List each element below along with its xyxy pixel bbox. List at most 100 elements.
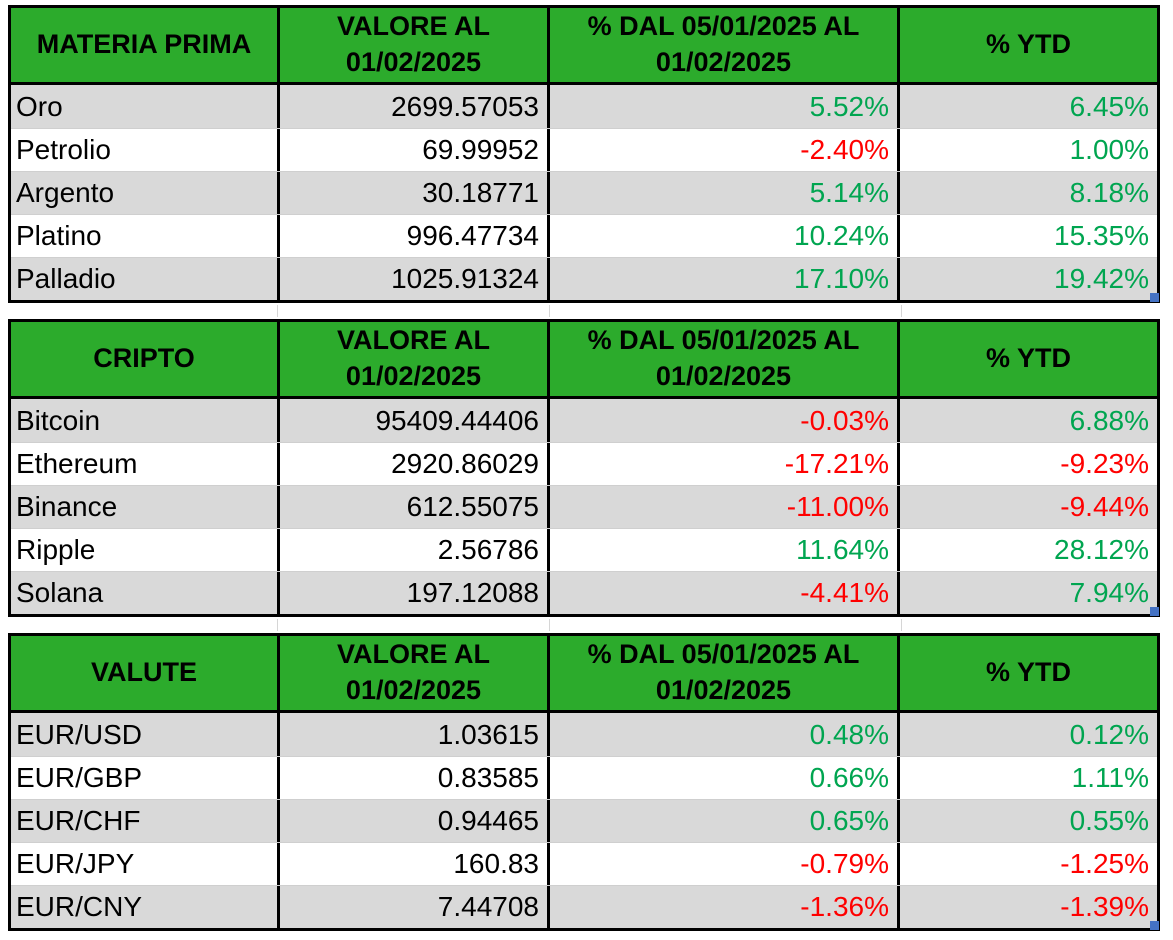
value-cell[interactable]: 95409.44406 xyxy=(277,399,547,442)
pct-ytd-cell[interactable]: 1.00% xyxy=(897,129,1157,171)
table-row: Binance 612.55075 -11.00% -9.44% xyxy=(11,485,1157,528)
table-row: Ripple 2.56786 11.64% 28.12% xyxy=(11,528,1157,571)
pct-period-cell[interactable]: 0.48% xyxy=(547,713,897,756)
header-divider xyxy=(11,710,1157,713)
asset-name-cell[interactable]: Bitcoin xyxy=(16,404,101,436)
table-resize-handle[interactable] xyxy=(1150,921,1159,930)
pct-period-cell[interactable]: 5.52% xyxy=(547,85,897,128)
asset-name-cell[interactable]: Petrolio xyxy=(16,134,111,165)
table-row: EUR/USD 1.03615 0.48% 0.12% xyxy=(11,713,1157,756)
value-cell[interactable]: 1.03615 xyxy=(277,713,547,756)
asset-name-cell[interactable]: EUR/CHF xyxy=(16,805,141,836)
header-pct-ytd-cell[interactable]: % YTD xyxy=(897,636,1157,710)
table-body: Oro 2699.57053 5.52% 6.45% Petrolio 69.99952-… xyxy=(11,85,1157,300)
table-resize-handle[interactable] xyxy=(1150,293,1159,302)
header-pct-ytd-cell[interactable]: % YTD xyxy=(897,8,1157,82)
header-pct-ytd-cell[interactable]: % YTD xyxy=(897,322,1157,396)
value-cell[interactable]: 996.47734 xyxy=(277,215,547,257)
pct-ytd-cell[interactable]: 1.11% xyxy=(897,757,1157,799)
table-row: Solana 197.12088 -4.41% 7.94% xyxy=(11,571,1157,614)
pct-ytd-cell[interactable]: -1.25% xyxy=(897,843,1157,885)
asset-name-cell[interactable]: Argento xyxy=(16,177,115,208)
table-row: Oro 2699.57053 5.52% 6.45% xyxy=(11,85,1157,128)
asset-name-cell[interactable]: Ethereum xyxy=(16,448,138,479)
pct-period-cell[interactable]: 17.10% xyxy=(547,258,897,300)
asset-name-cell[interactable]: Palladio xyxy=(16,263,116,294)
value-cell[interactable]: 612.55075 xyxy=(277,486,547,528)
table-body: Bitcoin 95409.44406 -0.03% 6.88% Ethereum 292… xyxy=(11,399,1157,614)
asset-name-cell[interactable]: Platino xyxy=(16,220,102,251)
header-category-cell[interactable]: VALUTE xyxy=(11,636,277,710)
pct-period-cell[interactable]: -11.00% xyxy=(547,486,897,528)
header-pct-period-cell[interactable]: % DAL 05/01/2025 AL 01/02/2025 xyxy=(547,8,897,82)
asset-name-cell[interactable]: EUR/CNY xyxy=(16,891,143,922)
asset-name-cell[interactable]: EUR/GBP xyxy=(16,762,143,793)
header-pct-period-cell[interactable]: % DAL 05/01/2025 AL 01/02/2025 xyxy=(547,636,897,710)
gridline xyxy=(549,619,550,631)
pct-ytd-cell[interactable]: 0.12% xyxy=(897,713,1157,756)
pct-ytd-cell[interactable]: 6.88% xyxy=(897,399,1157,442)
pct-period-cell[interactable]: 11.64% xyxy=(547,529,897,571)
pct-ytd-cell[interactable]: 7.94% xyxy=(897,572,1157,614)
pct-period-cell[interactable]: 10.24% xyxy=(547,215,897,257)
value-cell[interactable]: 160.83 xyxy=(277,843,547,885)
value-cell[interactable]: 197.12088 xyxy=(277,572,547,614)
gridline xyxy=(549,305,550,317)
table-row: Ethereum 2920.86029 -17.21% -9.23% xyxy=(11,442,1157,485)
pct-period-cell[interactable]: -4.41% xyxy=(547,572,897,614)
pct-period-cell[interactable]: -0.79% xyxy=(547,843,897,885)
table-header-row: VALUTE VALORE AL 01/02/2025 % DAL 05/01/… xyxy=(11,636,1157,710)
pct-ytd-cell[interactable]: -9.44% xyxy=(897,486,1157,528)
pct-ytd-cell[interactable]: 6.45% xyxy=(897,85,1157,128)
header-pct-period-cell[interactable]: % DAL 05/01/2025 AL 01/02/2025 xyxy=(547,322,897,396)
value-cell[interactable]: 7.44708 xyxy=(277,886,547,928)
sheet-gridline-gap xyxy=(8,617,1160,633)
value-cell[interactable]: 0.83585 xyxy=(277,757,547,799)
asset-name-cell[interactable]: EUR/USD xyxy=(16,718,143,750)
pct-ytd-cell[interactable]: -1.39% xyxy=(897,886,1157,928)
pct-ytd-cell[interactable]: 8.18% xyxy=(897,172,1157,214)
asset-name-cell[interactable]: Binance xyxy=(16,491,118,522)
table-resize-handle[interactable] xyxy=(1150,607,1159,616)
header-value-cell[interactable]: VALORE AL 01/02/2025 xyxy=(277,636,547,710)
table-row: Palladio 1025.91324 17.10% 19.42% xyxy=(11,257,1157,300)
pct-period-cell[interactable]: 0.66% xyxy=(547,757,897,799)
pct-ytd-cell[interactable]: -9.23% xyxy=(897,443,1157,485)
pct-ytd-cell[interactable]: 15.35% xyxy=(897,215,1157,257)
pct-ytd-cell[interactable]: 0.55% xyxy=(897,800,1157,842)
pct-period-cell[interactable]: -1.36% xyxy=(547,886,897,928)
value-cell[interactable]: 0.94465 xyxy=(277,800,547,842)
header-divider xyxy=(11,82,1157,85)
value-cell[interactable]: 30.18771 xyxy=(277,172,547,214)
table-row: EUR/JPY 160.83 -0.79% -1.25% xyxy=(11,842,1157,885)
asset-name-cell[interactable]: EUR/JPY xyxy=(16,848,135,879)
table-cripto: CRIPTO VALORE AL 01/02/2025 % DAL 05/01/… xyxy=(8,319,1160,617)
table-row: EUR/GBP 0.83585 0.66% 1.11% xyxy=(11,756,1157,799)
pct-period-cell[interactable]: 5.14% xyxy=(547,172,897,214)
header-value-cell[interactable]: VALORE AL 01/02/2025 xyxy=(277,322,547,396)
value-cell[interactable]: 2.56786 xyxy=(277,529,547,571)
header-category-cell[interactable]: CRIPTO xyxy=(11,322,277,396)
header-value-cell[interactable]: VALORE AL 01/02/2025 xyxy=(277,8,547,82)
asset-name-cell[interactable]: Ripple xyxy=(16,534,96,565)
table-body: EUR/USD 1.03615 0.48% 0.12% EUR/GBP 0.83585 0.… xyxy=(11,713,1157,928)
value-cell[interactable]: 2920.86029 xyxy=(277,443,547,485)
pct-period-cell[interactable]: -2.40% xyxy=(547,129,897,171)
value-cell[interactable]: 2699.57053 xyxy=(277,85,547,128)
pct-ytd-cell[interactable]: 28.12% xyxy=(897,529,1157,571)
value-cell[interactable]: 69.99952 xyxy=(277,129,547,171)
pct-ytd-cell[interactable]: 19.42% xyxy=(897,258,1157,300)
table-valute: VALUTE VALORE AL 01/02/2025 % DAL 05/01/… xyxy=(8,633,1160,931)
value-cell[interactable]: 1025.91324 xyxy=(277,258,547,300)
gridline xyxy=(901,305,902,317)
asset-name-cell[interactable]: Oro xyxy=(16,90,63,122)
pct-period-cell[interactable]: 0.65% xyxy=(547,800,897,842)
pct-period-cell[interactable]: -0.03% xyxy=(547,399,897,442)
table-row: EUR/CNY 7.44708 -1.36% -1.39% xyxy=(11,885,1157,928)
pct-period-cell[interactable]: -17.21% xyxy=(547,443,897,485)
table-row: Platino 996.47734 10.24% 15.35% xyxy=(11,214,1157,257)
table-row: Argento 30.18771 5.14% 8.18% xyxy=(11,171,1157,214)
header-category-cell[interactable]: MATERIA PRIMA xyxy=(11,8,277,82)
asset-name-cell[interactable]: Solana xyxy=(16,577,104,608)
table-materia-prima: MATERIA PRIMA VALORE AL 01/02/2025 % DAL… xyxy=(8,5,1160,303)
